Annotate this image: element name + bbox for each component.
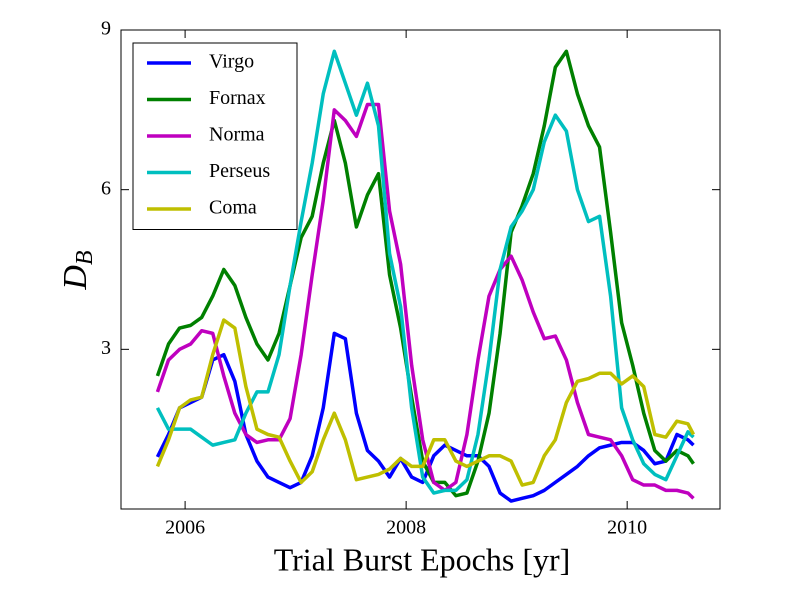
legend-label: Fornax [209,87,266,109]
y-axis-label-subscript: B [72,250,98,265]
legend-label: Norma [209,124,265,146]
x-tick-label: 2008 [386,517,426,539]
x-axis-label: Trial Burst Epochs [yr] [274,541,571,577]
legend-label: Coma [209,197,257,219]
y-tick-label: 9 [101,18,111,40]
plot-frame [120,29,721,510]
series-line [155,49,695,498]
series-line [155,49,695,495]
y-tick-label: 6 [101,177,111,199]
x-tick-label: 2006 [165,517,205,539]
legend-label: Perseus [209,160,270,182]
y-axis-label: DB [57,250,98,291]
legend-label: Virgo [209,51,254,73]
x-tick-label: 2010 [607,517,647,539]
series-line [155,318,696,487]
y-axis-label-main: D [57,265,94,291]
series-line [155,102,695,500]
y-tick-label: 3 [101,337,111,359]
